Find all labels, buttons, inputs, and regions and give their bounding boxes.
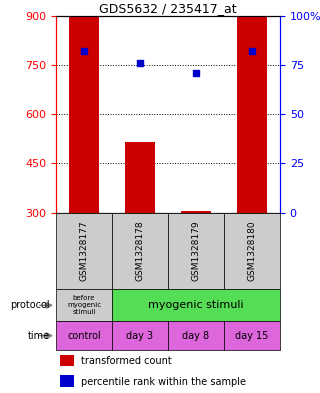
Text: protocol: protocol <box>10 300 50 310</box>
Bar <box>236 17 268 213</box>
Text: day 3: day 3 <box>126 331 154 341</box>
Bar <box>112 289 280 321</box>
Bar <box>60 355 74 366</box>
Bar <box>68 17 100 213</box>
Text: percentile rank within the sample: percentile rank within the sample <box>81 377 246 387</box>
Bar <box>56 321 112 350</box>
Bar <box>168 321 224 350</box>
Text: GSM1328177: GSM1328177 <box>79 220 89 281</box>
Bar <box>56 289 112 321</box>
Point <box>250 48 255 54</box>
Point <box>138 60 143 66</box>
Text: time: time <box>28 331 50 341</box>
Bar <box>124 142 156 213</box>
Bar <box>112 321 168 350</box>
Text: before
myogenic
stimuli: before myogenic stimuli <box>67 296 101 315</box>
Title: GDS5632 / 235417_at: GDS5632 / 235417_at <box>99 2 237 15</box>
Text: transformed count: transformed count <box>81 356 172 366</box>
Point <box>194 70 199 76</box>
Text: day 15: day 15 <box>235 331 269 341</box>
Bar <box>112 213 168 289</box>
Text: GSM1328179: GSM1328179 <box>191 220 201 281</box>
Bar <box>60 375 74 387</box>
Bar <box>224 321 280 350</box>
Bar <box>224 213 280 289</box>
Text: myogenic stimuli: myogenic stimuli <box>148 300 244 310</box>
Text: GSM1328180: GSM1328180 <box>247 220 257 281</box>
Bar <box>168 213 224 289</box>
Bar <box>180 211 212 213</box>
Point <box>82 48 87 54</box>
Text: day 8: day 8 <box>182 331 210 341</box>
Bar <box>56 213 112 289</box>
Text: GSM1328178: GSM1328178 <box>135 220 145 281</box>
Text: control: control <box>67 331 101 341</box>
